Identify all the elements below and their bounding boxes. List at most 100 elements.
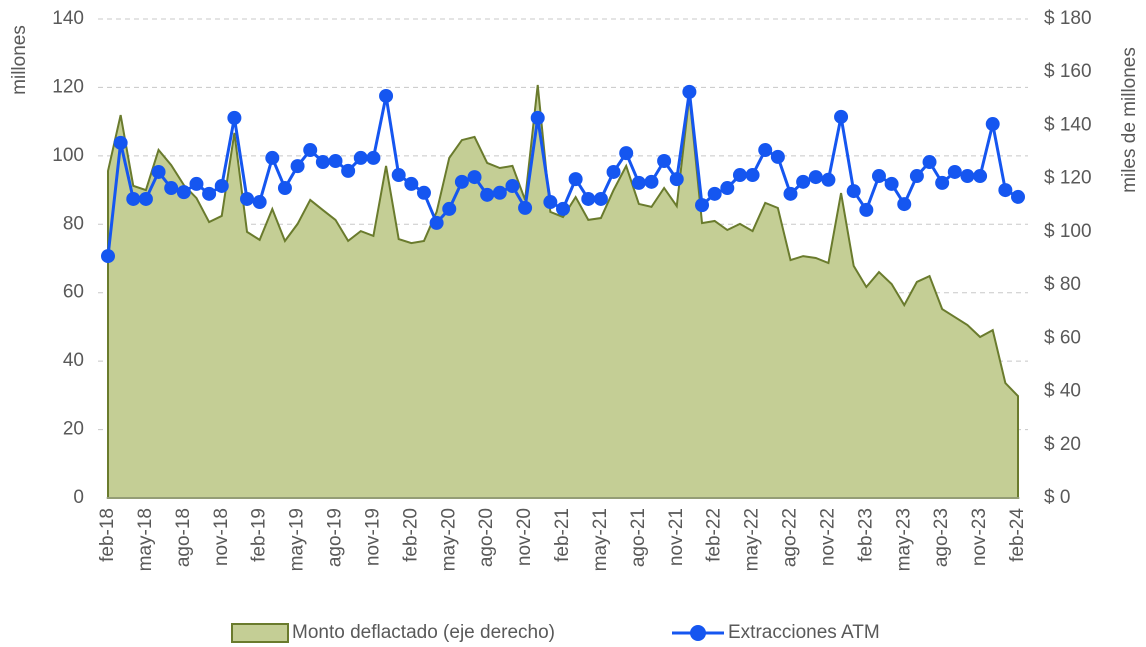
x-tick-label: nov-21 — [666, 508, 687, 566]
legend-swatch — [231, 623, 289, 643]
marker — [202, 186, 217, 201]
marker — [379, 88, 394, 103]
marker — [770, 149, 785, 164]
x-tick-label: nov-20 — [514, 508, 535, 566]
y-tick-label: 100 — [52, 145, 84, 166]
marker — [669, 172, 684, 187]
marker — [126, 191, 141, 206]
marker — [834, 109, 849, 124]
marker — [315, 155, 330, 170]
marker — [593, 191, 608, 206]
x-tick-label: may-21 — [590, 508, 611, 571]
x-tick-label: nov-23 — [969, 508, 990, 566]
marker — [644, 174, 659, 189]
marker — [720, 181, 735, 196]
marker — [442, 201, 457, 216]
marker — [492, 185, 507, 200]
x-tick-label: feb-22 — [704, 508, 725, 562]
marker — [909, 169, 924, 184]
x-tick-label: may-22 — [742, 508, 763, 571]
y-tick-label: 0 — [73, 487, 84, 508]
marker — [303, 143, 318, 158]
legend-marker — [690, 625, 706, 641]
marker — [581, 191, 596, 206]
marker — [745, 168, 760, 183]
marker — [391, 168, 406, 183]
marker — [265, 150, 280, 165]
marker — [682, 84, 697, 99]
y2-tick-label: $ 20 — [1044, 434, 1081, 455]
y2-tick-label: $ 140 — [1044, 114, 1092, 135]
marker — [707, 186, 722, 201]
x-tick-label: feb-19 — [249, 508, 270, 562]
marker — [606, 164, 621, 179]
marker — [859, 202, 874, 217]
area — [107, 84, 1019, 499]
y2-tick-label: $ 100 — [1044, 221, 1092, 242]
x-tick-label: ago-23 — [931, 508, 952, 567]
marker — [619, 146, 634, 161]
marker — [808, 170, 823, 185]
marker — [505, 178, 520, 193]
x-tick-label: ago-19 — [325, 508, 346, 567]
marker — [530, 110, 545, 125]
marker — [568, 172, 583, 187]
marker — [353, 150, 368, 165]
y-tick-label: 120 — [52, 76, 84, 97]
marker — [897, 197, 912, 212]
y-tick-label: 140 — [52, 8, 84, 29]
x-tick-label: nov-18 — [211, 508, 232, 566]
marker — [416, 185, 431, 200]
marker — [947, 164, 962, 179]
marker — [328, 153, 343, 168]
marker — [404, 176, 419, 191]
marker — [429, 215, 444, 230]
y-axis-label: millones — [9, 25, 30, 95]
marker — [846, 184, 861, 199]
marker — [783, 186, 798, 201]
marker — [176, 185, 191, 200]
marker — [467, 170, 482, 185]
marker — [796, 174, 811, 189]
marker — [998, 183, 1013, 198]
marker — [922, 155, 937, 170]
y-tick-label: 80 — [63, 213, 84, 234]
marker — [454, 174, 469, 189]
x-tick-label: feb-20 — [400, 508, 421, 562]
marker — [113, 135, 128, 150]
marker — [884, 176, 899, 191]
marker — [732, 168, 747, 183]
x-tick-label: ago-22 — [780, 508, 801, 567]
marker — [151, 164, 166, 179]
x-tick-label: may-20 — [438, 508, 459, 571]
marker — [973, 169, 988, 184]
x-tick-label: feb-21 — [552, 508, 573, 562]
x-tick-label: ago-21 — [628, 508, 649, 567]
x-tick-label: ago-20 — [476, 508, 497, 567]
marker — [277, 181, 292, 196]
y2-tick-label: $ 180 — [1044, 8, 1092, 29]
y-tick-label: 60 — [63, 282, 84, 303]
marker — [543, 195, 558, 210]
x-tick-label: may-23 — [893, 508, 914, 571]
x-tick-label: may-19 — [287, 508, 308, 571]
marker — [214, 178, 229, 193]
marker — [985, 117, 1000, 132]
y2-axis-label: miles de millones — [1119, 47, 1140, 193]
marker — [960, 169, 975, 184]
y2-tick-label: $ 0 — [1044, 487, 1070, 508]
marker — [1011, 189, 1025, 204]
marker — [657, 153, 672, 168]
y-tick-label: 20 — [63, 419, 84, 440]
y2-tick-label: $ 60 — [1044, 327, 1081, 348]
marker — [164, 181, 179, 196]
marker — [821, 172, 836, 187]
marker — [631, 175, 646, 190]
x-tick-label: may-18 — [135, 508, 156, 571]
marker — [758, 143, 773, 158]
y2-tick-label: $ 160 — [1044, 61, 1092, 82]
y2-tick-label: $ 120 — [1044, 168, 1092, 189]
marker — [871, 169, 886, 184]
marker — [227, 110, 242, 125]
